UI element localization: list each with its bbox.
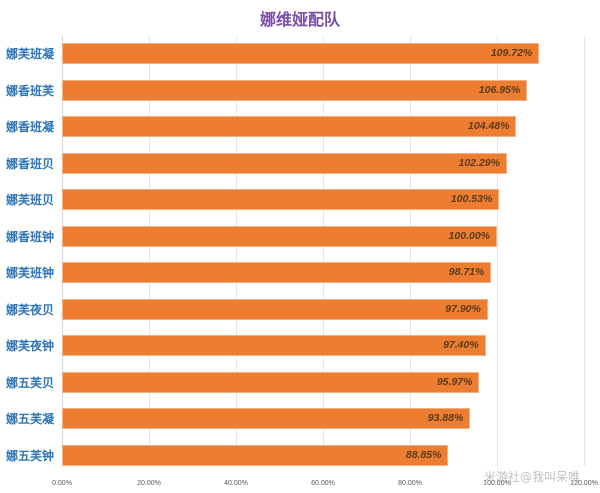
plot-area: 109.72% 106.95% 104.48% 102.29% 100.53% 100.0… bbox=[62, 36, 585, 466]
bar-value-label: 88.85% bbox=[405, 448, 442, 461]
watermark: 米游社@我叫呆唯 bbox=[484, 470, 581, 484]
bar: 95.97% bbox=[62, 371, 480, 393]
category-label: 娜芙夜钟 bbox=[6, 339, 55, 353]
bar: 88.85% bbox=[62, 444, 449, 466]
bar-value-label: 100.00% bbox=[448, 229, 490, 242]
bar-value-label: 104.48% bbox=[468, 120, 510, 132]
bar-row: 97.90% bbox=[62, 298, 488, 320]
x-tick-label: 60.00% bbox=[311, 480, 335, 487]
bar-value-label: 97.90% bbox=[445, 302, 481, 315]
bar-value-label: 109.72% bbox=[490, 47, 533, 59]
bar: 97.90% bbox=[62, 298, 488, 320]
bar-row: 98.71% bbox=[62, 262, 492, 283]
x-tick-label: 40.00% bbox=[224, 480, 248, 487]
x-tick-label: 100.00% bbox=[483, 480, 511, 487]
category-label: 娜香班凝 bbox=[6, 120, 55, 134]
gridline bbox=[62, 36, 63, 466]
bar: 98.71% bbox=[62, 262, 492, 283]
bar-row: 104.48% bbox=[62, 116, 517, 137]
gridline bbox=[584, 36, 585, 466]
x-tick-label: 120.00% bbox=[570, 480, 598, 487]
bar-value-label: 93.88% bbox=[427, 412, 464, 424]
bar-value-label: 102.29% bbox=[458, 156, 500, 169]
gridline bbox=[236, 36, 237, 466]
bar: 109.72% bbox=[62, 43, 540, 64]
bar-row: 97.40% bbox=[62, 335, 486, 356]
x-tick-label: 80.00% bbox=[398, 480, 422, 487]
category-label: 娜五芙凝 bbox=[6, 412, 55, 426]
bar-row: 88.85% bbox=[62, 444, 449, 466]
bar-row: 95.97% bbox=[62, 371, 480, 393]
bar-row: 102.29% bbox=[62, 152, 507, 174]
category-label: 娜芙班凝 bbox=[6, 47, 55, 61]
chart-title: 娜维娅配队 bbox=[259, 10, 340, 29]
bar-row: 100.00% bbox=[62, 225, 497, 247]
bar: 93.88% bbox=[62, 408, 471, 429]
category-label: 娜芙班贝 bbox=[6, 193, 55, 207]
bar-value-label: 98.71% bbox=[448, 266, 485, 278]
category-label: 娜五芙钟 bbox=[6, 448, 55, 463]
category-label: 娜五芙贝 bbox=[6, 375, 55, 390]
category-label: 娜香班钟 bbox=[6, 229, 55, 244]
x-tick-label: 0.00% bbox=[52, 480, 72, 487]
bar: 102.29% bbox=[62, 152, 507, 174]
bar-value-label: 106.95% bbox=[478, 83, 521, 96]
bar: 97.40% bbox=[62, 335, 486, 356]
bar-row: 106.95% bbox=[62, 79, 528, 101]
bar: 104.48% bbox=[62, 116, 517, 137]
x-tick-label: 20.00% bbox=[137, 480, 161, 487]
bar-value-label: 95.97% bbox=[436, 375, 473, 388]
category-label: 娜香班芙 bbox=[6, 83, 55, 98]
bar-value-label: 97.40% bbox=[443, 339, 479, 351]
bar-row: 109.72% bbox=[62, 43, 540, 64]
category-label: 娜芙班钟 bbox=[6, 266, 55, 280]
gridline bbox=[497, 36, 498, 466]
category-label: 娜香班贝 bbox=[6, 156, 55, 171]
bar: 106.95% bbox=[62, 79, 528, 101]
bar: 100.00% bbox=[62, 225, 497, 247]
gridline bbox=[410, 36, 411, 466]
bar: 100.53% bbox=[62, 189, 500, 210]
bar-row: 100.53% bbox=[62, 189, 500, 210]
gridline bbox=[149, 36, 150, 466]
category-label: 娜芙夜贝 bbox=[6, 302, 55, 317]
bar-value-label: 100.53% bbox=[450, 193, 493, 205]
bar-row: 93.88% bbox=[62, 408, 471, 429]
gridline bbox=[323, 36, 324, 466]
